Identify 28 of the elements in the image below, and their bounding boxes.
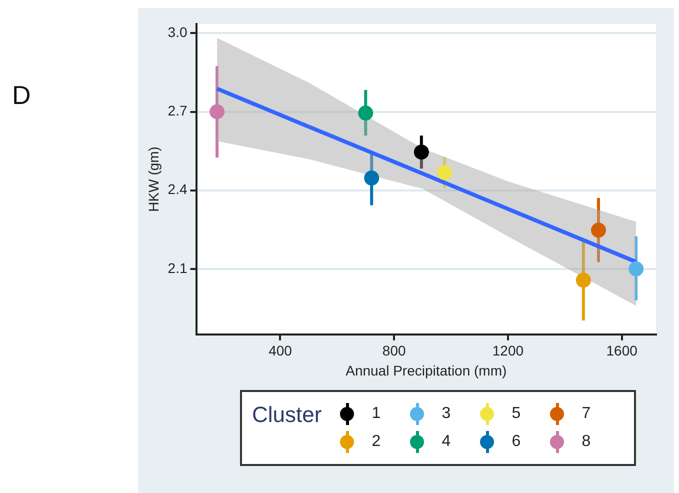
point [576, 272, 591, 288]
text: D [12, 80, 31, 111]
x-tick-label: 1600 [606, 342, 638, 359]
y-tick-label: 2.1 [168, 260, 188, 276]
x-tick-label: 1200 [492, 342, 524, 359]
y-axis-title: HKW (gm) [145, 146, 162, 212]
point [590, 222, 606, 238]
x-axis-title: Annual Precipitation (mm) [346, 362, 507, 378]
point [364, 170, 380, 186]
x-tick-label: 800 [382, 342, 406, 359]
point [628, 261, 644, 276]
legend-label: 8 [582, 433, 591, 451]
y-tick-label: 2.4 [168, 181, 188, 198]
point [210, 104, 225, 120]
legend-label: 1 [372, 405, 381, 423]
point [414, 144, 429, 160]
legend-label: 5 [512, 405, 521, 423]
point [358, 106, 374, 121]
y-tick-label: 2.7 [168, 102, 188, 119]
legend-label: 3 [442, 405, 451, 423]
legend-title: Cluster [252, 402, 322, 428]
legend-label: 2 [372, 433, 381, 451]
y-tick-label: 3.0 [168, 24, 188, 40]
legend-label: 4 [442, 433, 451, 451]
legend-label: 7 [582, 405, 591, 423]
x-tick-label: 400 [268, 342, 292, 359]
legend-label: 6 [512, 433, 521, 451]
point [436, 165, 452, 180]
